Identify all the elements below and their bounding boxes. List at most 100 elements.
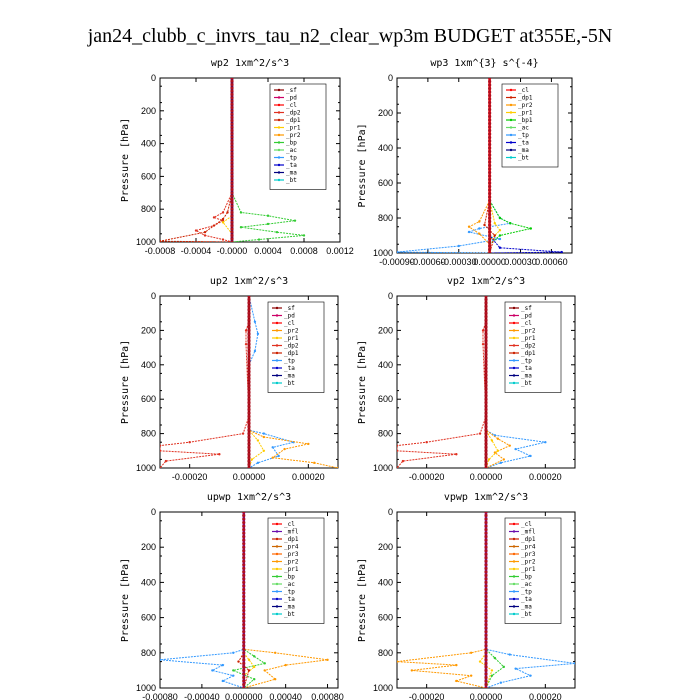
data-point [275,230,279,234]
center-marker [247,339,251,343]
center-marker [484,549,488,553]
chart-panel-4: vp2 1xm^2/s^3 0 200 400 600 800 1000 -0.00020 0.… [357,276,576,482]
legend-marker [512,537,516,541]
data-point [221,679,225,683]
center-marker [242,580,246,585]
legend-entry: _ta [518,140,529,147]
center-marker [488,142,492,147]
data-point [221,217,225,221]
data-point [232,674,235,677]
data-point [490,669,494,672]
center-marker [488,170,492,175]
y-tick-label: 1000 [136,463,156,473]
center-marker [242,598,246,602]
center-marker [247,363,251,367]
center-marker [484,335,488,339]
center-marker [230,210,234,215]
data-point [498,216,502,220]
data-point [256,461,260,465]
center-marker [230,194,234,198]
x-tick-label: 0.00020 [529,692,562,700]
center-marker [230,82,234,87]
center-marker [230,233,234,238]
center-marker [230,132,234,136]
center-marker [484,387,488,391]
center-marker [488,223,492,227]
legend-marker [512,359,516,362]
data-point [397,660,399,663]
center-marker [247,401,251,405]
center-marker [242,535,246,539]
y-tick-label: 200 [141,542,156,552]
series-line-dp2 [194,78,233,242]
center-marker [488,156,492,161]
center-marker [247,435,251,439]
legend-marker [277,133,281,137]
center-marker [247,438,251,443]
legend-entry: _ac [521,581,532,588]
chart-panel-2: wp3 1xm^{3} s^{-4}02004006008001000-0.00… [357,58,573,267]
data-point [529,227,533,230]
legend-marker [275,321,279,325]
legend-marker [509,148,513,152]
legend-entry: _bp [521,574,532,581]
center-marker [488,149,492,154]
series-line-tp [160,512,245,688]
chart-panel-3: up2 1xm^2/s^3 0 200 400 600 800 1000 -0.00020 0.… [120,276,339,482]
center-marker [484,363,488,367]
x-tick-label: -0.0008 [145,246,176,256]
legend-entry: _sf [521,305,532,312]
center-marker [230,105,234,110]
center-marker [242,591,246,595]
center-marker [484,601,488,606]
y-tick-label: 1000 [373,463,393,473]
y-tick-label: 0 [388,291,393,301]
data-point [493,234,496,237]
legend-entry: _tp [521,589,532,596]
legend-entry: _bt [521,611,532,618]
legend-marker [277,111,281,114]
y-tick-label: 0 [388,73,393,83]
center-marker [247,466,251,468]
data-point [273,678,277,681]
legend-entry: _cl [284,521,295,528]
legend-entry: _bp [286,140,297,147]
y-tick-label: 400 [378,360,393,370]
center-marker [242,633,246,637]
center-marker [484,584,488,588]
center-marker [484,449,488,453]
legend-entry: _dp1 [518,95,533,102]
series-line-pr1 [248,296,265,468]
y-tick-label: 0 [151,291,156,301]
center-marker [484,442,488,446]
y-axis-label: Pressure [hPa] [357,558,368,642]
data-point [232,651,235,654]
y-tick-label: 200 [378,108,393,118]
data-point [253,655,256,658]
center-marker [484,407,488,412]
x-tick-label: -0.00080 [142,692,178,700]
center-marker [488,205,492,210]
center-marker [247,394,251,398]
legend-entry: _tp [521,358,532,365]
center-marker [484,626,488,630]
legend-entry: _ac [286,147,297,154]
y-tick-label: 800 [378,429,393,439]
plot-frame [396,77,573,254]
legend-entry: _pr2 [521,328,536,335]
data-point [401,459,405,463]
center-marker [230,178,234,182]
data-point [262,435,266,439]
legend-marker [275,582,279,586]
legend-marker [277,156,281,159]
center-marker [488,83,492,87]
center-marker [484,418,488,422]
legend-entry: _ma [521,604,532,611]
data-point [293,219,297,222]
legend-marker [275,567,279,571]
center-marker [230,158,234,162]
center-marker [230,125,234,129]
center-marker [488,251,492,253]
x-tick-label: 0.0008 [290,246,318,256]
